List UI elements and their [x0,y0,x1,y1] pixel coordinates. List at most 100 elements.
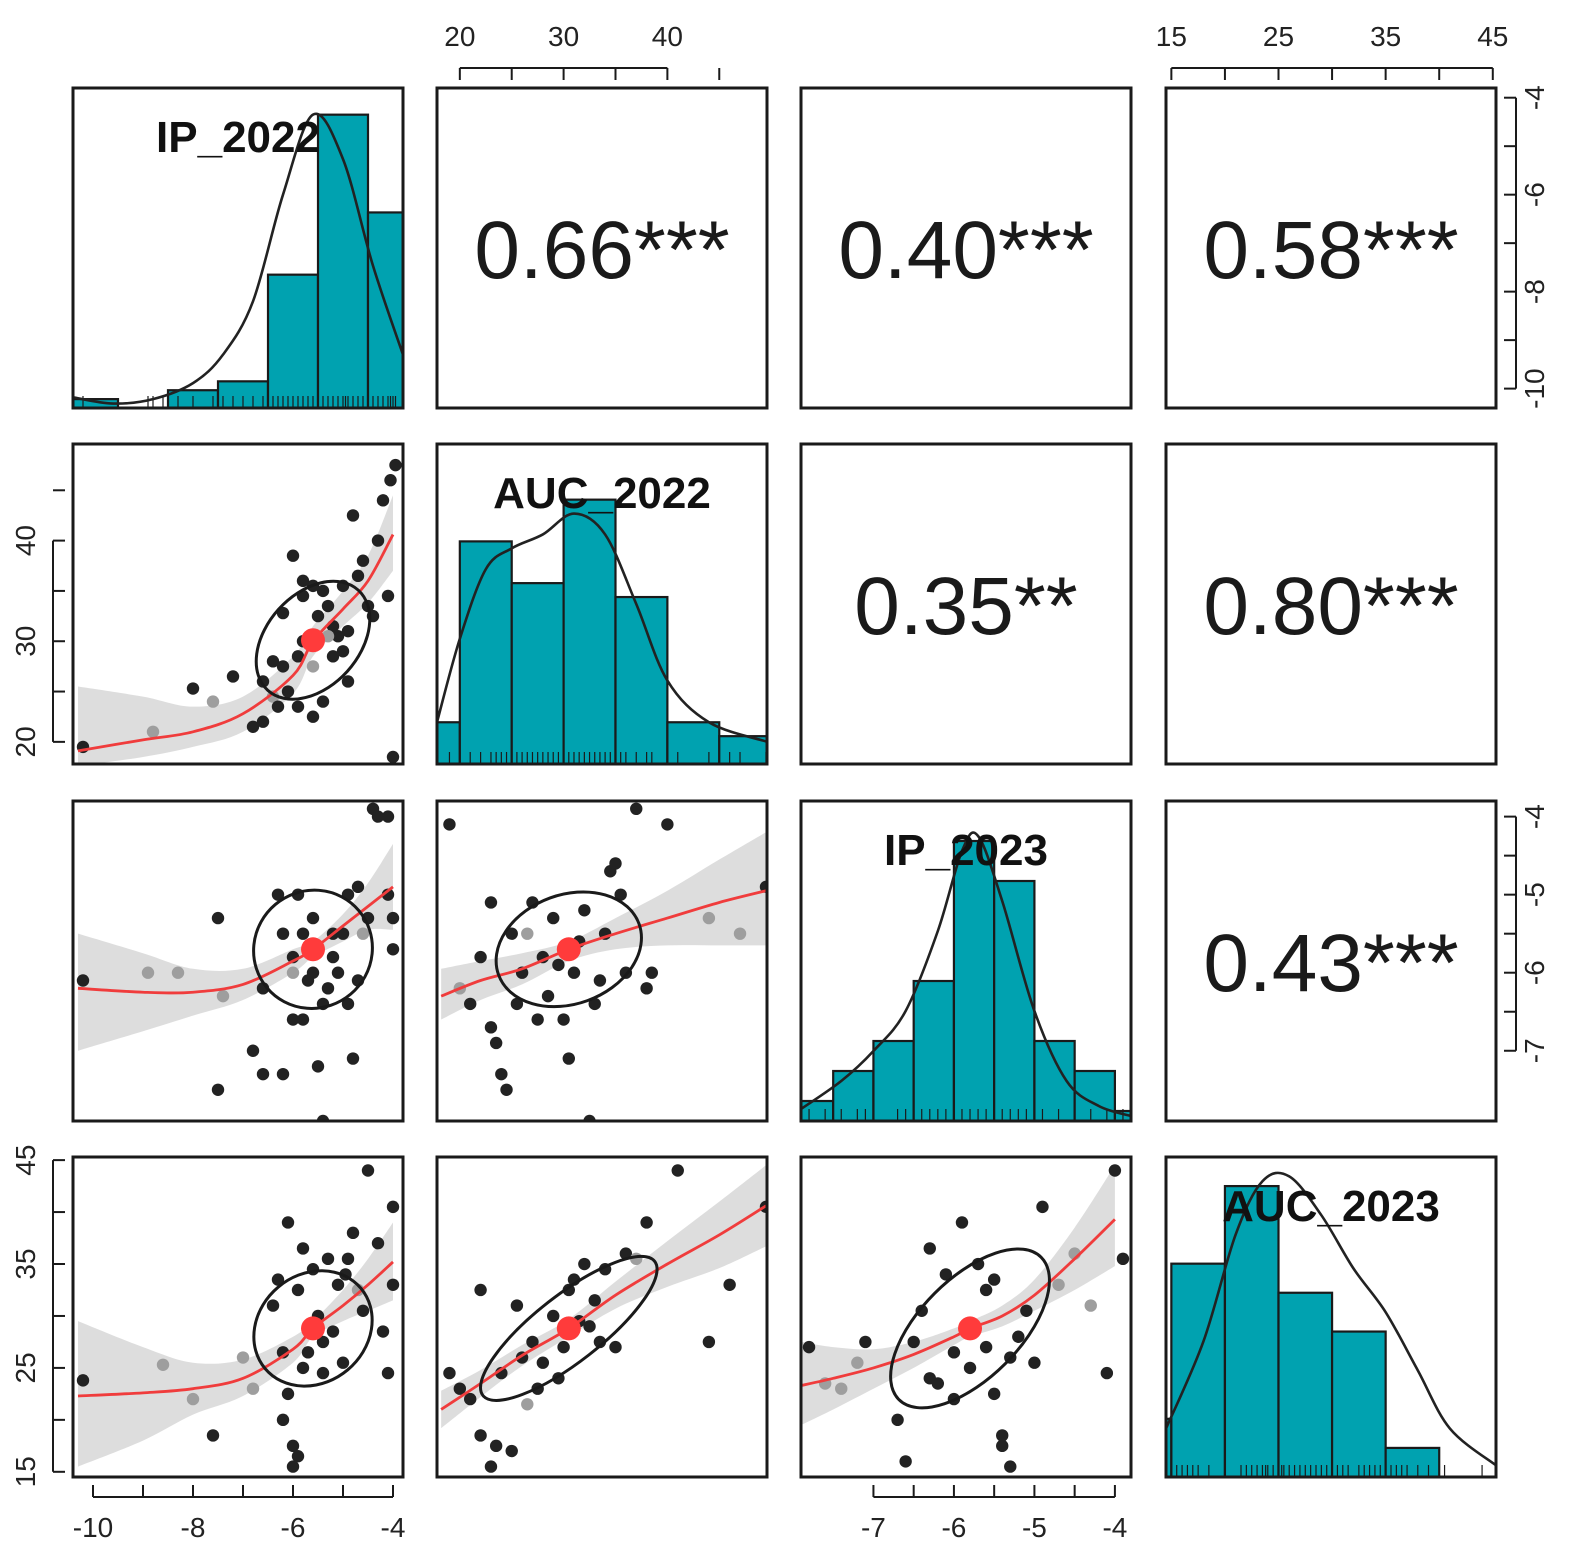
scatter-point [640,1216,653,1229]
scatter-point [356,554,370,567]
left-axis-label: 45 [10,1145,41,1176]
scatter-point [484,1460,498,1473]
confidence-band [78,1222,393,1467]
bottom-axis-label: -4 [1102,1512,1127,1543]
scatter-point [346,1226,360,1240]
scatter-point [583,1320,596,1333]
scatter-point [955,1216,969,1229]
scatter-point [291,1283,305,1297]
scatter-point [505,1444,518,1458]
scatter-point [541,989,555,1003]
correlation-ellipse [494,890,643,1009]
scatter-point [552,958,565,972]
scatter-point [484,896,498,909]
scatter-point [640,982,653,995]
scatter-point [326,950,340,964]
correlation-ellipse [252,1269,374,1388]
scatter-point [311,609,325,623]
scatter-point [583,1114,596,1121]
scatter-point [206,695,220,708]
panel-frame [799,1155,1133,1479]
correlation-value: 0.40*** [838,205,1093,296]
histogram-bar [366,211,403,408]
panel-frame [71,799,405,1123]
scatter-point [474,1283,487,1297]
scatter-point [306,911,320,925]
correlation-ellipse [252,888,374,1010]
scatter-point [464,997,477,1011]
scatter-point [271,700,285,713]
scatter-point [923,1242,936,1255]
scatter-point [384,474,397,487]
scatter-point [301,1346,315,1359]
left-axis-label: 20 [10,726,41,757]
scatter-point [321,1252,335,1266]
top-axis-label: 20 [444,21,475,52]
scatter-point [331,630,345,643]
scatter-ip_2022-vs-auc_2022 [76,458,402,764]
scatter-point [1004,1460,1017,1473]
scatter-point [987,1387,1001,1401]
scatter-point [443,818,456,831]
correlation-value: 0.58*** [1203,205,1458,296]
scatter-point [76,974,90,987]
right-axis-label: -6 [1519,182,1550,207]
left-axis-label: 35 [10,1248,41,1279]
scatter-point [256,1067,270,1081]
scatter-point [281,1387,295,1401]
scatter-point [1020,1304,1033,1317]
scatter-point [296,927,310,940]
histogram-bar [1330,1330,1387,1477]
panel-frame [799,799,1133,1123]
scatter-point [286,1013,300,1026]
bottom-axis-label: -7 [861,1512,886,1543]
scatter-point [661,818,674,831]
scatter-point [979,1340,993,1354]
scatter-point [371,810,385,823]
scatter-point [389,458,402,472]
top-axis-label: 35 [1370,21,1401,52]
scatter-point [341,997,355,1011]
histogram-auc_2023 [1166,1171,1496,1477]
scatter-point [547,911,560,925]
bottom-axis-label: -4 [381,1512,406,1543]
scatter-point [609,1340,622,1354]
scatter-point [376,1325,390,1338]
histogram-bar [1073,1069,1117,1121]
right-axis-label: -10 [1519,368,1550,408]
scatter-point [286,1439,300,1453]
confidence-band [78,843,393,1051]
scatter-point [939,1268,953,1281]
scatter-point [484,1021,498,1034]
histogram-bar [562,498,617,764]
scatter-point [296,574,310,588]
scatter-point [531,1013,544,1026]
scatter-point [702,911,716,925]
scatter-point [156,1358,170,1371]
histogram-bar [666,721,721,764]
panel-frame [799,86,1133,410]
scatter-point [331,1278,345,1291]
scatter-point [510,997,524,1011]
right-axis-label: -4 [1519,85,1550,110]
scatter-point [671,1164,684,1177]
bottom-axis-label: -5 [1022,1512,1047,1543]
scatter-point [351,569,365,583]
scatter-point [336,1356,350,1369]
scatter-point [557,1013,570,1026]
scatter-point [578,1257,591,1271]
panel-frame [435,86,769,410]
scatter-point [578,904,591,917]
variable-title: AUC_2023 [1222,1182,1440,1231]
scatter-point [286,549,300,562]
left-axis-label: 25 [10,1352,41,1383]
scatter-point [346,509,360,522]
scatter-point [891,1413,904,1427]
top-axis-label: 30 [548,21,579,52]
histogram-bar [510,582,565,764]
histogram-ip_2022 [73,112,403,408]
scatter-point [186,1392,200,1406]
histogram-bar [832,1069,875,1121]
scatter-point [474,950,487,964]
